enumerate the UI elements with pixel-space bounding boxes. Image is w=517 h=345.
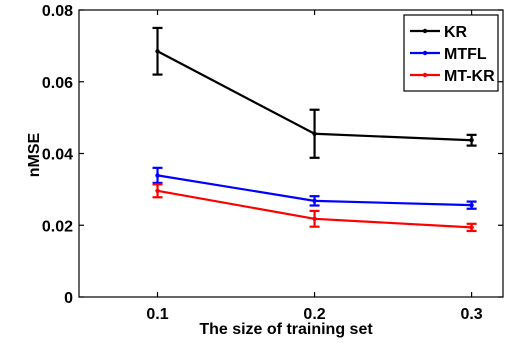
- axes: 0 0.02 0.04 0.06 0.08 0.1 0.2 0.3: [42, 3, 504, 323]
- x-tick-label: 0.3: [460, 306, 482, 323]
- series-mt-kr: [152, 183, 477, 233]
- legend-marker-kr: [422, 28, 428, 34]
- legend: KR MTFL MT-KR: [403, 14, 499, 92]
- y-tick-label: 0.08: [42, 3, 73, 20]
- series-layer: [152, 26, 477, 233]
- series-kr: [152, 26, 477, 159]
- y-axis-title: nMSE: [26, 132, 43, 177]
- y-tick-label: 0: [64, 290, 73, 307]
- y-tick-label: 0.04: [42, 147, 73, 164]
- data-point: [155, 49, 160, 54]
- legend-marker-mtfl: [422, 50, 428, 56]
- y-tick-label: 0.06: [42, 75, 73, 92]
- legend-item-kr: KR: [410, 24, 468, 41]
- data-point: [155, 188, 160, 194]
- data-point: [312, 131, 317, 136]
- x-tick-label: 0.1: [146, 306, 168, 323]
- legend-item-mt-kr: MT-KR: [410, 68, 495, 85]
- legend-label-mt-kr: MT-KR: [444, 68, 495, 85]
- legend-label-kr: KR: [444, 24, 468, 41]
- y-tick-label: 0.02: [42, 218, 73, 235]
- x-tick-label: 0.2: [303, 306, 325, 323]
- data-point: [469, 138, 474, 143]
- x-axis-title: The size of training set: [199, 321, 373, 338]
- legend-label-mtfl: MTFL: [444, 46, 487, 63]
- data-point: [469, 202, 474, 208]
- data-point: [155, 173, 160, 178]
- labels: The size of training set nMSE: [26, 132, 373, 338]
- data-point: [312, 198, 317, 204]
- data-point: [312, 216, 317, 221]
- legend-marker-mt-kr: [422, 72, 428, 78]
- data-point: [469, 225, 474, 230]
- series-mtfl: [152, 166, 477, 210]
- legend-item-mtfl: MTFL: [410, 46, 487, 63]
